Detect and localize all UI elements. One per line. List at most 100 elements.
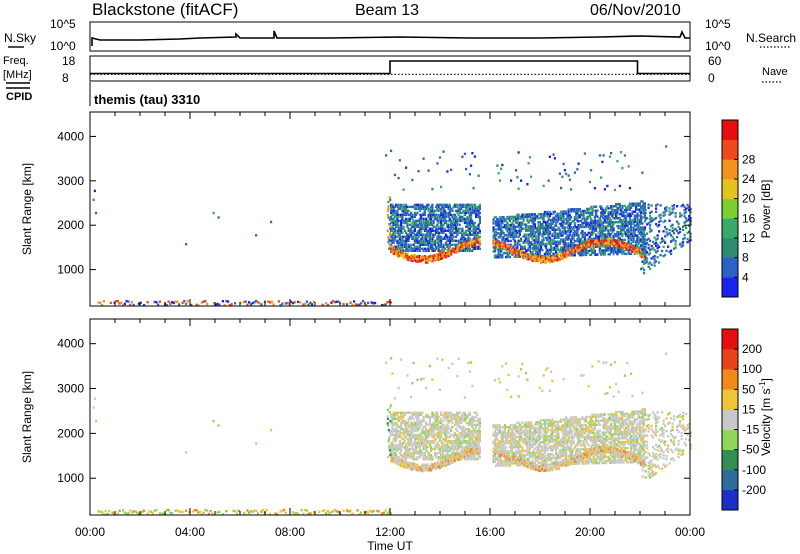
range-gate-cell bbox=[649, 267, 652, 270]
range-gate-cell bbox=[498, 248, 501, 251]
range-gate-cell bbox=[445, 411, 448, 414]
range-gate-cell bbox=[545, 242, 548, 246]
range-gate-cell bbox=[413, 215, 416, 219]
range-gate-cell bbox=[505, 255, 508, 259]
range-gate-cell bbox=[463, 239, 466, 242]
range-gate-cell bbox=[637, 208, 640, 211]
range-gate-cell bbox=[396, 209, 399, 213]
range-gate-cell bbox=[463, 249, 466, 252]
range-gate-cell bbox=[422, 205, 425, 209]
range-gate-cell bbox=[431, 260, 434, 263]
range-gate-cell bbox=[443, 227, 446, 230]
range-gate-cell bbox=[668, 219, 671, 222]
range-gate-cell bbox=[621, 210, 624, 214]
range-gate-cell bbox=[583, 241, 586, 245]
range-gate-cell bbox=[557, 242, 560, 245]
range-gate-cell bbox=[426, 439, 429, 443]
range-gate-cell bbox=[430, 447, 433, 451]
range-gate-cell bbox=[577, 224, 580, 227]
range-gate-cell bbox=[526, 253, 529, 256]
range-gate-cell bbox=[435, 415, 438, 419]
range-gate-cell bbox=[598, 245, 601, 248]
range-gate-cell bbox=[492, 222, 495, 225]
range-gate-cell bbox=[448, 241, 451, 244]
range-gate-cell bbox=[590, 169, 593, 172]
range-gate-cell bbox=[507, 244, 510, 247]
range-gate-cell bbox=[532, 231, 535, 234]
range-gate-cell bbox=[622, 245, 625, 249]
range-gate-cell bbox=[433, 433, 436, 437]
range-gate-cell bbox=[436, 219, 439, 223]
range-gate-cell bbox=[656, 249, 659, 253]
range-gate-cell bbox=[616, 230, 619, 234]
range-gate-cell bbox=[600, 229, 603, 232]
range-gate-cell bbox=[536, 259, 539, 262]
range-gate-cell bbox=[525, 213, 528, 216]
range-gate-cell bbox=[430, 454, 433, 457]
range-gate-cell bbox=[683, 221, 686, 224]
range-gate-cell bbox=[665, 249, 668, 253]
range-gate-cell bbox=[395, 437, 398, 441]
range-gate-cell bbox=[428, 454, 431, 457]
range-gate-cell bbox=[442, 427, 445, 431]
range-gate-cell bbox=[426, 257, 429, 261]
range-gate-cell bbox=[407, 464, 410, 467]
range-gate-cell bbox=[588, 253, 591, 256]
range-gate-cell bbox=[441, 251, 444, 255]
range-gate-cell bbox=[95, 211, 98, 215]
range-gate-cell bbox=[547, 216, 550, 220]
range-gate-cell bbox=[601, 215, 604, 218]
range-gate-cell bbox=[462, 441, 465, 445]
range-gate-cell bbox=[612, 211, 615, 214]
range-gate-cell bbox=[402, 441, 405, 445]
range-gate-cell bbox=[401, 460, 404, 463]
range-gate-cell bbox=[286, 301, 289, 305]
range-gate-cell bbox=[440, 245, 443, 248]
range-gate-cell bbox=[679, 227, 682, 231]
range-gate-cell bbox=[457, 411, 460, 414]
range-gate-cell bbox=[400, 243, 403, 246]
range-gate-cell bbox=[635, 252, 638, 255]
range-gate-cell bbox=[433, 439, 436, 443]
range-gate-cell bbox=[398, 207, 401, 211]
range-gate-cell bbox=[391, 205, 394, 209]
range-gate-cell bbox=[451, 461, 454, 464]
range-gate-cell bbox=[425, 413, 428, 416]
range-gate-cell bbox=[558, 228, 561, 231]
range-gate-cell bbox=[671, 205, 674, 208]
range-gate-cell bbox=[536, 247, 539, 250]
range-gate-cell bbox=[411, 225, 414, 228]
range-gate-cell bbox=[632, 240, 635, 243]
range-gate-cell bbox=[580, 248, 583, 251]
range-gate-cell bbox=[623, 252, 626, 256]
range-gate-cell bbox=[427, 219, 430, 223]
range-gate-cell bbox=[463, 415, 466, 419]
range-gate-cell bbox=[473, 221, 476, 225]
range-gate-cell bbox=[473, 231, 476, 234]
range-gate-cell bbox=[453, 431, 456, 435]
range-gate-cell bbox=[522, 251, 525, 254]
range-gate-cell bbox=[395, 253, 398, 256]
range-gate-cell bbox=[563, 169, 566, 172]
range-gate-cell bbox=[412, 247, 415, 250]
range-gate-cell bbox=[448, 252, 451, 255]
range-gate-cell bbox=[563, 226, 566, 229]
range-gate-cell bbox=[575, 234, 578, 237]
range-gate-cell bbox=[598, 223, 601, 226]
range-gate-cell bbox=[442, 458, 445, 461]
range-gate-cell bbox=[636, 234, 639, 237]
range-gate-cell bbox=[400, 231, 403, 234]
range-gate-cell bbox=[671, 236, 674, 239]
range-gate-cell bbox=[548, 252, 551, 256]
range-gate-cell bbox=[566, 234, 569, 237]
range-gate-cell bbox=[633, 214, 636, 217]
range-gate-cell bbox=[408, 219, 411, 223]
range-gate-cell bbox=[492, 241, 495, 244]
range-gate-cell bbox=[411, 217, 414, 221]
range-gate-cell bbox=[682, 238, 685, 241]
range-gate-cell bbox=[500, 232, 503, 235]
range-gate-cell bbox=[441, 253, 444, 256]
range-gate-cell bbox=[688, 208, 691, 212]
range-gate-cell bbox=[390, 209, 393, 213]
range-gate-cell bbox=[603, 249, 606, 252]
